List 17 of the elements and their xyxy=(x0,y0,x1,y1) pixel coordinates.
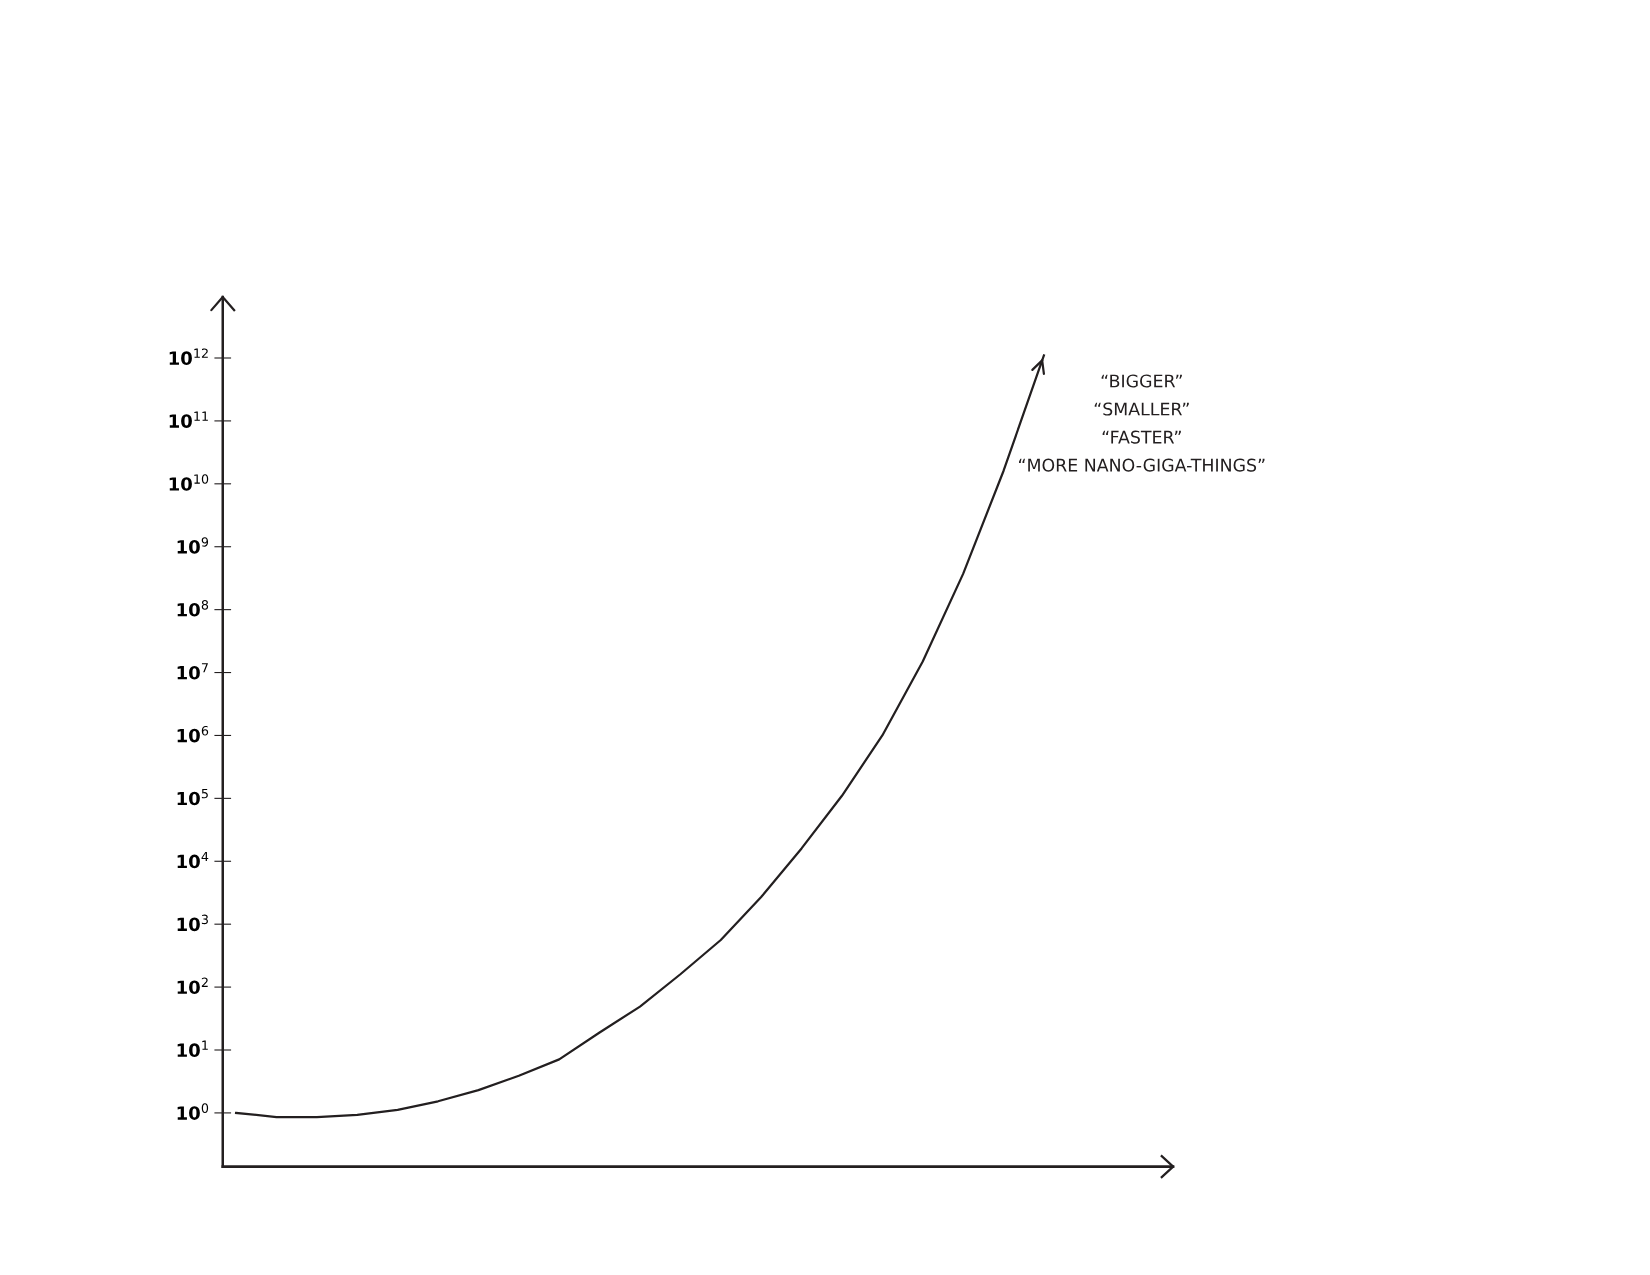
y-tick-label: 10$^{12}$ xyxy=(169,348,208,365)
y-tick-label: 10$^{4}$ xyxy=(177,851,209,869)
y-tick-label: 10$^{11}$ xyxy=(169,411,208,428)
y-tick-label: 10$^{10}$ xyxy=(169,474,209,491)
y-tick-label: 10$^{7}$ xyxy=(177,663,208,680)
text: “FASTER” xyxy=(1102,430,1181,444)
y-tick-label: 10$^{3}$ xyxy=(177,914,208,932)
text: “SMALLER” xyxy=(1094,402,1189,416)
text: “BIGGER” xyxy=(1101,374,1182,388)
y-tick-label: 10$^{9}$ xyxy=(177,537,209,554)
y-tick-label: 10$^{1}$ xyxy=(177,1040,208,1057)
y-tick-label: 10$^{8}$ xyxy=(177,600,209,617)
annotation: “MORE NANO-GIGA-THINGS” xyxy=(1019,458,1265,472)
y-tick-label: 10$^{6}$ xyxy=(177,725,209,743)
y-tick-label: 10$^{5}$ xyxy=(177,788,208,806)
y-tick-label: 10$^{2}$ xyxy=(177,977,208,995)
y-tick-label: 10$^{0}$ xyxy=(177,1103,209,1120)
